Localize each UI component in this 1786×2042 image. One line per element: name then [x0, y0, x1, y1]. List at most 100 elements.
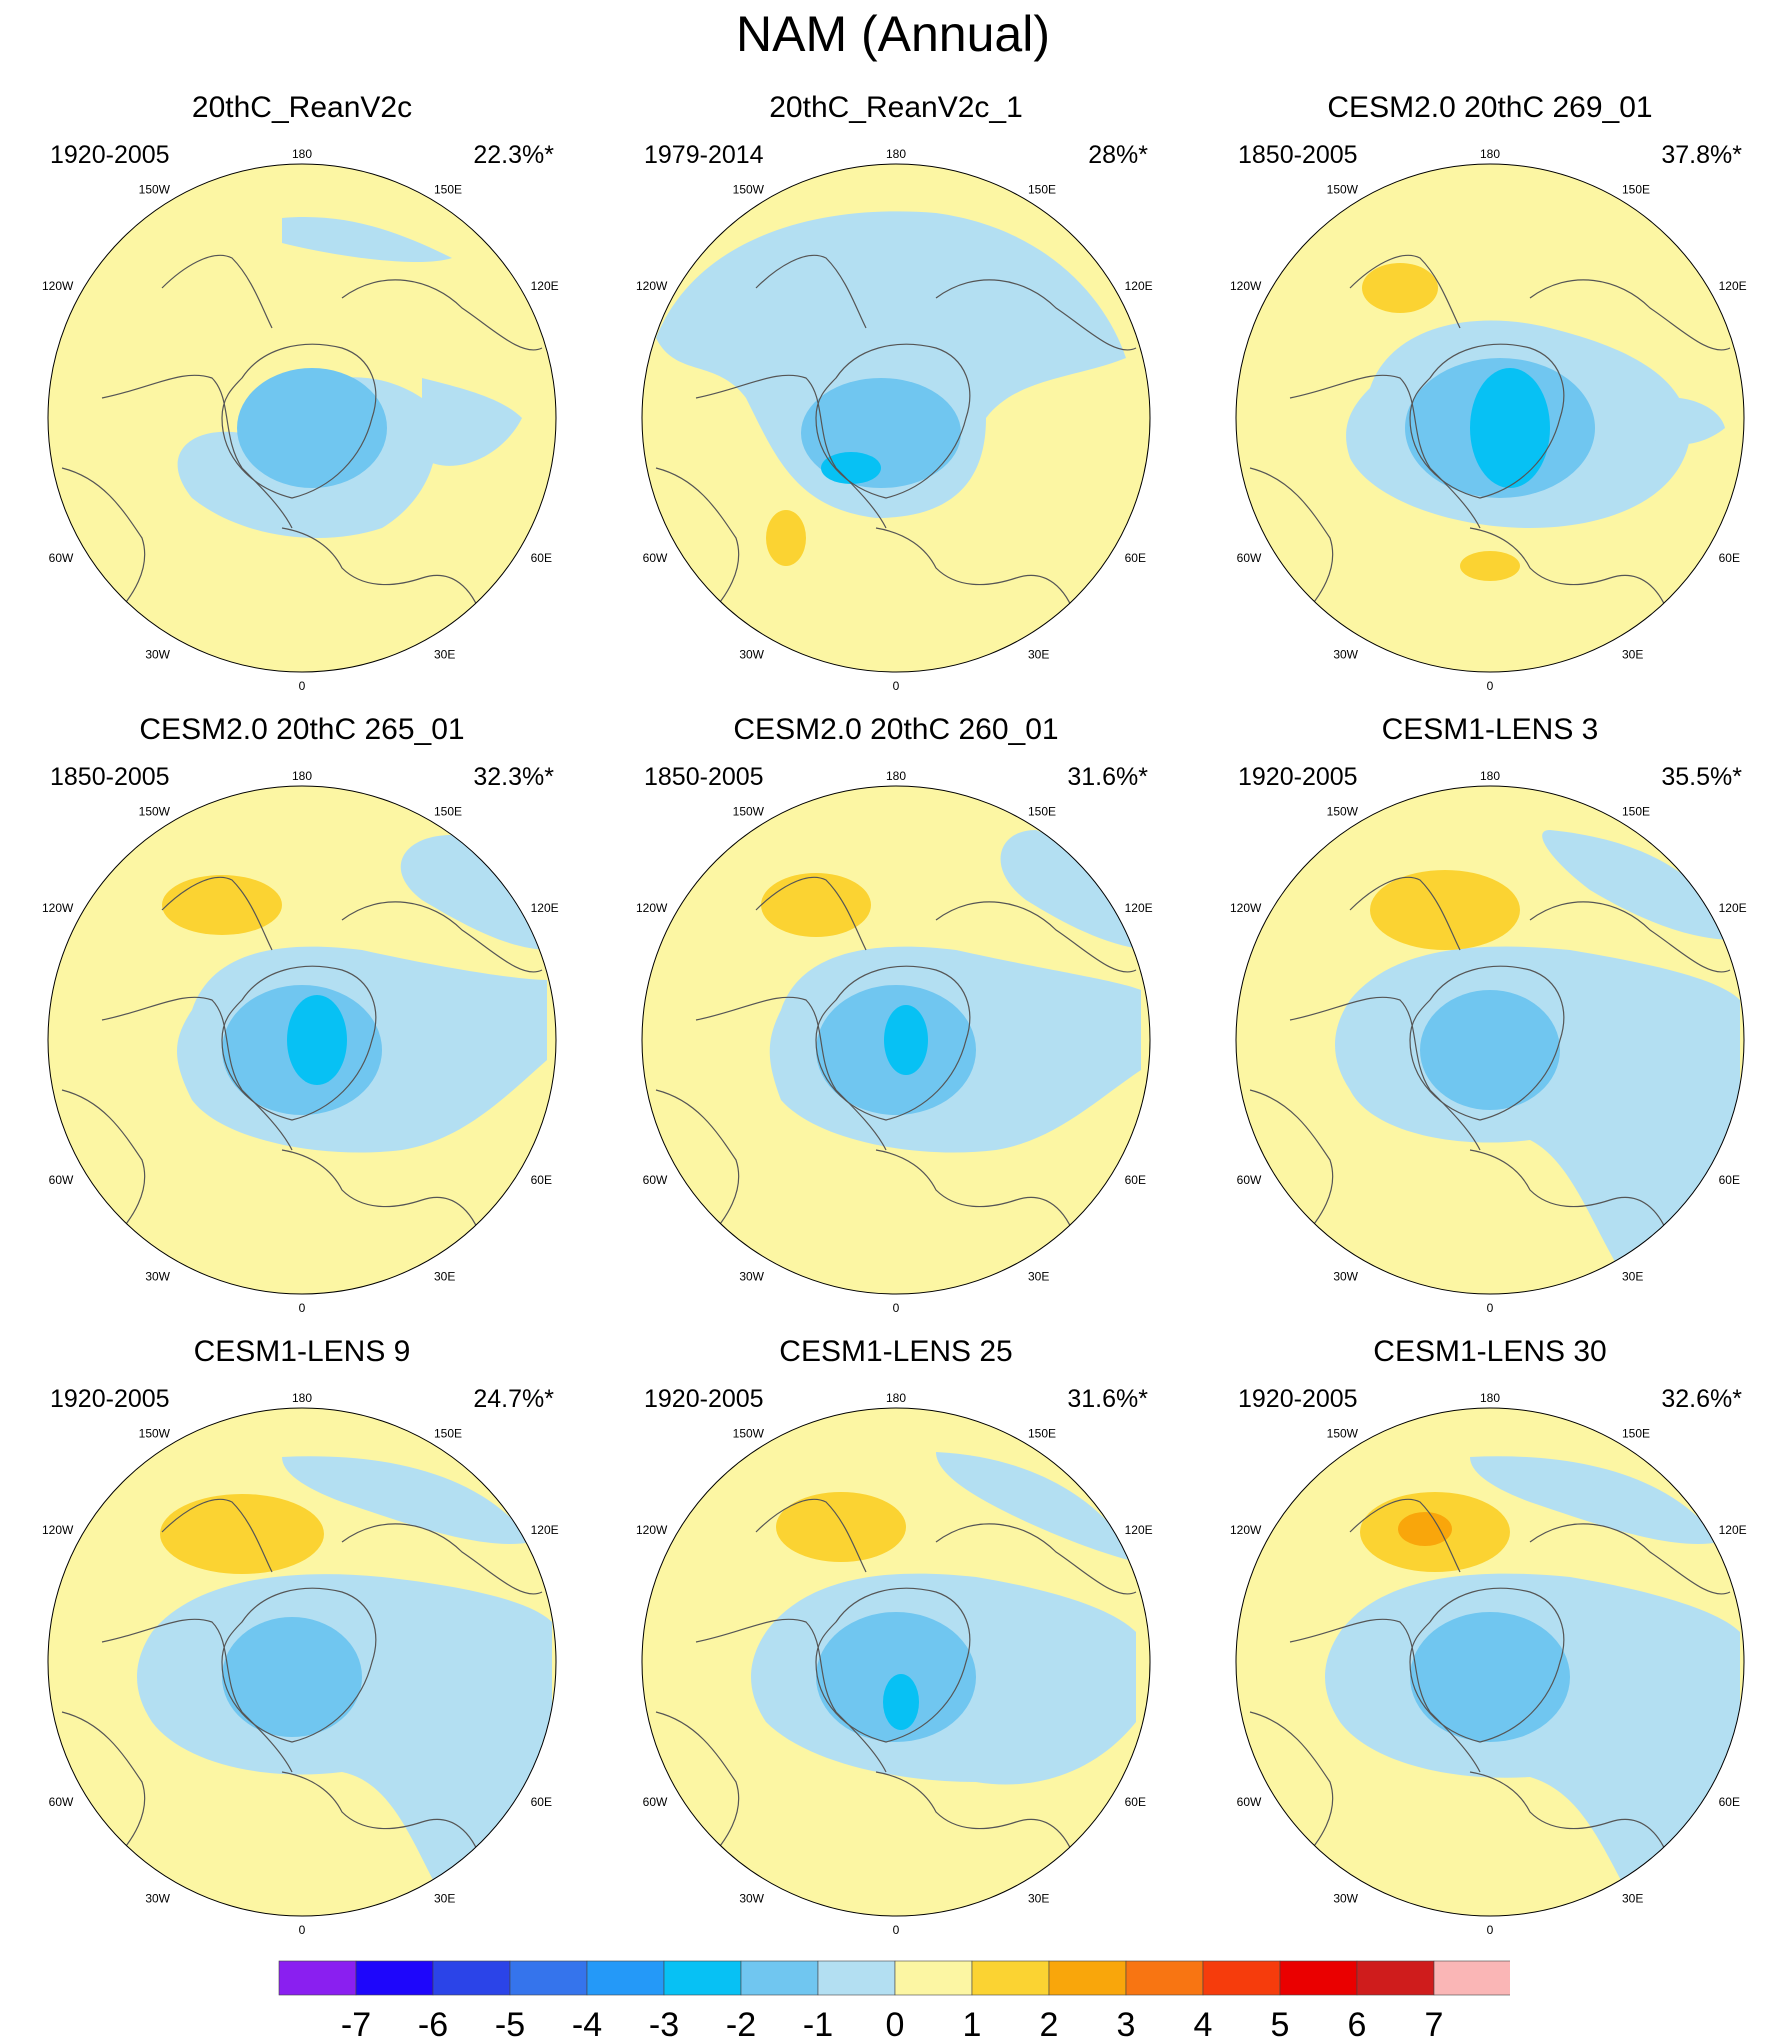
longitude-label: 120W	[636, 279, 668, 293]
coastline	[655, 1711, 740, 1863]
contour-region	[1420, 990, 1560, 1110]
coastline	[1409, 965, 1565, 1121]
longitude-label: 30E	[434, 1270, 455, 1284]
variance-label: 28%*	[1088, 141, 1148, 169]
contour-region	[1410, 1612, 1570, 1742]
map-border	[47, 163, 557, 673]
contour-field	[1236, 786, 1744, 1294]
contour-region	[422, 378, 522, 466]
longitude-label: 30E	[1622, 1892, 1643, 1906]
longitude-label: 0	[893, 1301, 900, 1312]
colorbar-tick-label: 6	[1348, 2006, 1367, 2040]
longitude-label: 150W	[1327, 182, 1359, 196]
colorbar-swatch	[894, 1960, 973, 1996]
colorbar-swatch	[509, 1960, 588, 1996]
longitude-label: 150E	[1622, 1426, 1650, 1440]
variance-label: 35.5%*	[1661, 763, 1742, 791]
contour-region	[282, 217, 452, 263]
map-panel: 180150E120E90E60E30E030W60W90W120W150WCE…	[1230, 712, 1750, 1312]
longitude-label: 150W	[139, 804, 171, 818]
map-panel: 180150E120E90E60E30E030W60W90W120W150WCE…	[636, 712, 1156, 1312]
polar-map: 180150E120E90E60E30E030W60W90W120W150W	[42, 769, 559, 1312]
longitude-label: 120W	[1230, 279, 1262, 293]
coastline	[161, 254, 273, 329]
colorbar-swatch	[586, 1960, 665, 1996]
figure-title: NAM (Annual)	[736, 6, 1050, 62]
polar-map: 180150E120E90E60E30E030W60W90W120W150W	[636, 1391, 1153, 1934]
colorbar-tick-label: 1	[963, 2006, 982, 2040]
longitude-label: 150E	[434, 1426, 462, 1440]
colorbar-tick-label: -7	[341, 2006, 371, 2040]
period-label: 1850-2005	[1238, 141, 1358, 169]
contour-field	[48, 786, 556, 1294]
map-panel: 180150E120E90E60E30E030W60W90W120W150WCE…	[636, 1334, 1156, 1934]
colorbar-swatch	[1125, 1960, 1204, 1996]
period-label: 1850-2005	[50, 763, 170, 791]
coastline	[101, 374, 293, 529]
longitude-label: 120E	[531, 901, 559, 915]
coastline	[1349, 1498, 1461, 1573]
coastline	[221, 343, 377, 499]
coastline	[61, 467, 146, 619]
polar-map: 180150E120E90E60E30E030W60W90W120W150W	[1230, 769, 1747, 1312]
longitude-label: 60E	[1125, 1795, 1146, 1809]
coastline	[1349, 876, 1461, 951]
colorbar-tick-label: -3	[649, 2006, 679, 2040]
longitude-label: 60E	[1719, 551, 1740, 565]
period-label: 1850-2005	[644, 763, 764, 791]
longitude-label: 150W	[139, 182, 171, 196]
longitude-label: 120W	[42, 901, 74, 915]
contour-region	[883, 1674, 919, 1730]
contour-region	[936, 1452, 1136, 1562]
longitude-label: 60W	[643, 1173, 668, 1187]
coastline	[221, 965, 377, 1121]
coastline	[695, 996, 887, 1151]
longitude-label: 30W	[1333, 1892, 1358, 1906]
longitude-label: 120E	[1719, 1523, 1747, 1537]
coastline	[281, 1771, 483, 1863]
longitude-label: 150E	[1028, 182, 1056, 196]
variance-label: 31.6%*	[1067, 1385, 1148, 1413]
longitude-label: 120E	[1719, 279, 1747, 293]
longitude-label: 120W	[636, 901, 668, 915]
coastline	[815, 343, 971, 499]
coastline	[1409, 1587, 1565, 1743]
longitude-label: 60W	[1237, 1795, 1262, 1809]
longitude-label: 180	[1480, 769, 1500, 783]
contour-region	[1470, 1456, 1720, 1544]
longitude-label: 60W	[49, 1173, 74, 1187]
map-border	[47, 785, 557, 1295]
longitude-label: 120W	[1230, 1523, 1262, 1537]
longitude-label: 120W	[1230, 901, 1262, 915]
coastline	[1249, 1089, 1334, 1241]
variance-label: 37.8%*	[1661, 141, 1742, 169]
longitude-label: 150W	[733, 1426, 765, 1440]
longitude-label: 30W	[739, 1892, 764, 1906]
longitude-label: 30W	[1333, 648, 1358, 662]
panel-title: CESM2.0 20thC 265_01	[139, 713, 465, 746]
panel-title: 20thC_ReanV2c	[191, 91, 413, 124]
map-panel: 180150E120E90E60E30E030W60W90W120W150W20…	[42, 90, 562, 690]
contour-field	[48, 1408, 556, 1916]
panel-title: CESM1-LENS 9	[193, 1335, 411, 1368]
longitude-label: 60E	[531, 1173, 552, 1187]
map-border	[641, 163, 1151, 673]
coastline	[341, 901, 543, 973]
map-border	[641, 785, 1151, 1295]
contour-region	[884, 1005, 928, 1075]
map-panel: 180150E120E90E60E30E030W60W90W120W150WCE…	[1230, 1334, 1750, 1934]
coastline	[161, 1498, 273, 1573]
longitude-label: 60W	[49, 551, 74, 565]
colorbar-tick-label: -1	[803, 2006, 833, 2040]
longitude-label: 150W	[1327, 1426, 1359, 1440]
colorbar-swatch	[663, 1960, 742, 1996]
longitude-label: 180	[1480, 1391, 1500, 1405]
panel-title: CESM1-LENS 30	[1373, 1335, 1607, 1368]
variance-label: 24.7%*	[473, 1385, 554, 1413]
longitude-label: 0	[1487, 1923, 1494, 1934]
contour-region	[821, 452, 881, 484]
longitude-label: 60E	[1719, 1173, 1740, 1187]
colorbar-swatch	[1356, 1960, 1435, 1996]
longitude-label: 30E	[434, 1892, 455, 1906]
longitude-label: 150E	[1622, 182, 1650, 196]
